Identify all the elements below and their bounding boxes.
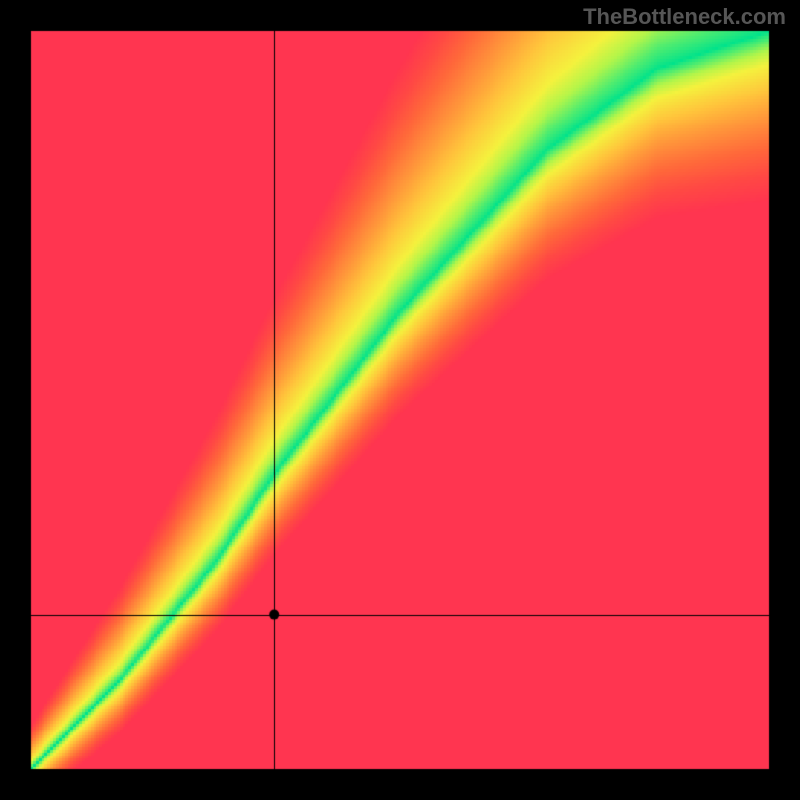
bottleneck-heatmap (0, 0, 800, 800)
watermark-text: TheBottleneck.com (583, 4, 786, 30)
chart-stage: TheBottleneck.com (0, 0, 800, 800)
